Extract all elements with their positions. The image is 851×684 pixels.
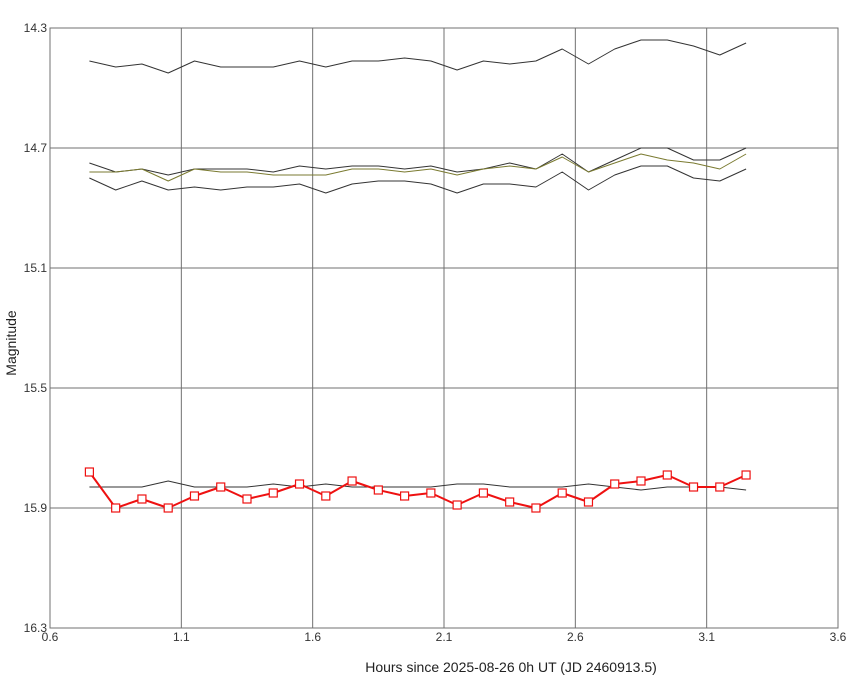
target-data-point [557,488,567,498]
y-axis-label: Magnitude [3,310,19,376]
comparison-series-line-4 [89,165,747,194]
target-data-point [84,467,95,477]
x-tick-label: 3.6 [830,630,847,644]
target-data-point [373,485,383,495]
target-data-point [478,488,488,498]
series-layer [84,39,751,513]
x-tick-label: 0.6 [42,630,59,644]
y-tick-labels: 14.3 14.7 15.1 15.5 15.9 16.3 [24,21,48,635]
x-tick-label: 2.6 [567,630,584,644]
target-data-point [505,497,515,507]
target-data-point [452,500,462,510]
target-data-point [583,497,594,507]
target-data-point [715,482,725,492]
y-tick-label: 16.3 [24,621,48,635]
target-data-point [636,476,646,486]
x-tick-label: 2.1 [436,630,453,644]
target-data-point [741,470,751,480]
target-data-point [426,488,436,498]
comparison-series-line-5 [89,480,747,491]
x-axis-label: Hours since 2025-08-26 0h UT (JD 2460913… [365,659,657,675]
grid [50,28,838,628]
target-data-point [137,494,147,504]
y-tick-label: 14.7 [24,141,48,155]
target-data-point [242,494,252,504]
y-tick-label: 15.9 [24,501,48,515]
comparison-series-line-1 [89,39,747,74]
target-data-point [216,482,226,492]
y-tick-label: 15.1 [24,261,48,275]
target-data-point [531,503,541,513]
x-tick-labels: 0.6 1.1 1.6 2.1 2.6 3.1 3.6 [42,630,847,644]
target-data-point [688,482,699,492]
x-tick-label: 1.6 [304,630,321,644]
target-data-point [347,476,357,486]
target-data-point [400,491,410,501]
target-data-point [268,488,278,498]
target-data-point [662,470,672,480]
target-data-point [189,491,200,501]
y-tick-label: 14.3 [24,21,48,35]
target-data-point [111,503,121,513]
target-data-point [610,479,620,489]
y-tick-label: 15.5 [24,381,48,395]
comparison-series-line-3 [89,153,747,182]
target-data-point [163,503,173,513]
target-data-point [294,479,305,489]
x-tick-label: 3.1 [698,630,715,644]
x-tick-label: 1.1 [173,630,190,644]
target-data-point [321,491,331,501]
